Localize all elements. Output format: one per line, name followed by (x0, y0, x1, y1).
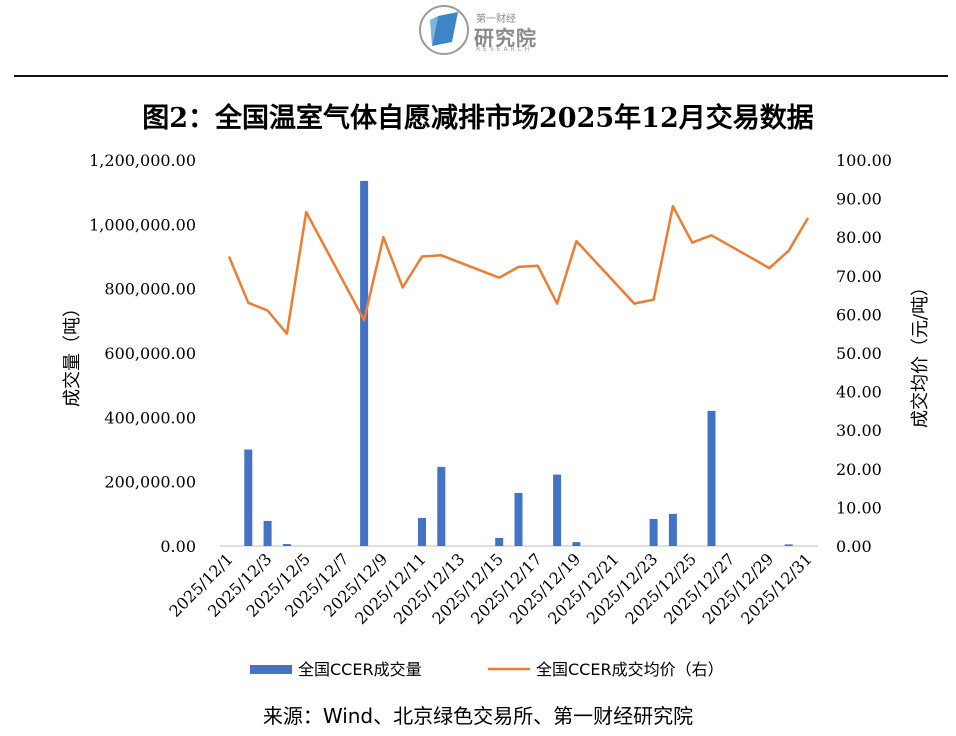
y2-tick-label: 100.00 (836, 151, 892, 170)
y2-tick-label: 50.00 (836, 344, 882, 363)
source-note: 来源：Wind、北京绿色交易所、第一财经研究院 (262, 704, 694, 728)
volume-bar (495, 537, 504, 546)
volume-bar (418, 518, 426, 546)
volume-bar (668, 513, 677, 546)
y-tick-label: 1,200,000.00 (89, 151, 196, 170)
y2-tick-label: 90.00 (836, 190, 882, 209)
volume-bar (707, 410, 716, 546)
header-divider (14, 75, 948, 77)
combo-chart: 0.00 200,000.00 400,000.00 600,000.00 800,00… (62, 151, 931, 679)
y-tick-label: 200,000.00 (104, 473, 196, 492)
logo-text-sub: RESEARCH (476, 46, 533, 53)
y-tick-label: 600,000.00 (104, 344, 196, 363)
y2-tick-label: 80.00 (836, 228, 882, 247)
volume-bar (514, 492, 523, 546)
y-tick-label: 0.00 (160, 537, 196, 556)
y2-tick-label: 40.00 (836, 383, 882, 402)
y2-tick-label: 20.00 (836, 460, 882, 479)
y2-axis-title: 成交均价（元/吨） (910, 278, 931, 428)
y2-tick-label: 60.00 (836, 305, 882, 324)
price-line (227, 205, 810, 335)
volume-bar (649, 518, 658, 546)
y2-tick-label: 10.00 (836, 498, 882, 517)
volume-bar (263, 520, 272, 546)
legend-bar-label: 全国CCER成交量 (298, 660, 422, 679)
volume-bar (572, 542, 581, 546)
volume-bar (784, 544, 793, 546)
y2-tick-label: 70.00 (836, 267, 882, 286)
volume-bar (282, 544, 291, 546)
y-tick-label: 400,000.00 (104, 408, 196, 427)
volume-bar (244, 449, 253, 546)
chart-title: 图2：全国温室气体自愿减排市场2025年12月交易数据 (142, 103, 814, 134)
legend-line-label: 全国CCER成交均价（右） (536, 660, 724, 679)
logo-text-large: 研究院 (474, 26, 537, 50)
volume-bar (437, 466, 446, 546)
y-tick-label: 800,000.00 (104, 280, 196, 299)
logo-text-small: 第一财经 (476, 14, 516, 25)
volume-bar (360, 180, 369, 547)
y2-tick-label: 30.00 (836, 421, 882, 440)
y-axis-title: 成交量（吨） (62, 299, 83, 407)
legend-bar-swatch (250, 665, 292, 674)
y2-tick-label: 0.00 (836, 537, 872, 556)
logo-emblem-icon (419, 5, 469, 55)
y-tick-label: 1,000,000.00 (89, 215, 196, 234)
research-logo: 第一财经 研究院 RESEARCH (418, 4, 558, 56)
volume-bar (553, 474, 562, 546)
